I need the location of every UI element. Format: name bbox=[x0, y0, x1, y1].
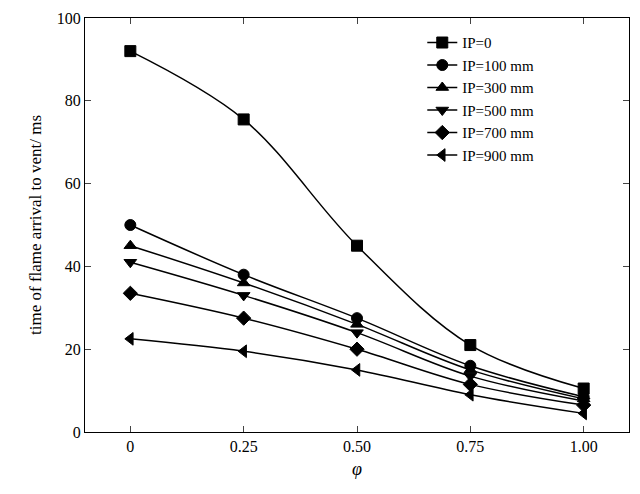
svg-text:0.75: 0.75 bbox=[456, 438, 484, 455]
svg-text:80: 80 bbox=[65, 92, 81, 109]
svg-text:IP=100 mm: IP=100 mm bbox=[462, 58, 534, 74]
svg-text:20: 20 bbox=[65, 341, 81, 358]
svg-text:IP=0: IP=0 bbox=[462, 35, 491, 51]
svg-text:IP=900 mm: IP=900 mm bbox=[462, 148, 534, 164]
svg-text:100: 100 bbox=[57, 10, 81, 27]
svg-text:IP=500 mm: IP=500 mm bbox=[462, 103, 534, 119]
svg-text:time of flame arrival to vent/: time of flame arrival to vent/ ms bbox=[26, 115, 45, 335]
svg-text:φ: φ bbox=[352, 459, 362, 479]
svg-text:40: 40 bbox=[65, 258, 81, 275]
svg-text:0.50: 0.50 bbox=[343, 438, 371, 455]
svg-text:0.25: 0.25 bbox=[230, 438, 258, 455]
svg-text:IP=700 mm: IP=700 mm bbox=[462, 125, 534, 141]
svg-text:0: 0 bbox=[73, 424, 81, 441]
svg-text:0: 0 bbox=[126, 438, 134, 455]
svg-text:60: 60 bbox=[65, 175, 81, 192]
svg-text:1.00: 1.00 bbox=[570, 438, 598, 455]
svg-text:IP=300 mm: IP=300 mm bbox=[462, 80, 534, 96]
